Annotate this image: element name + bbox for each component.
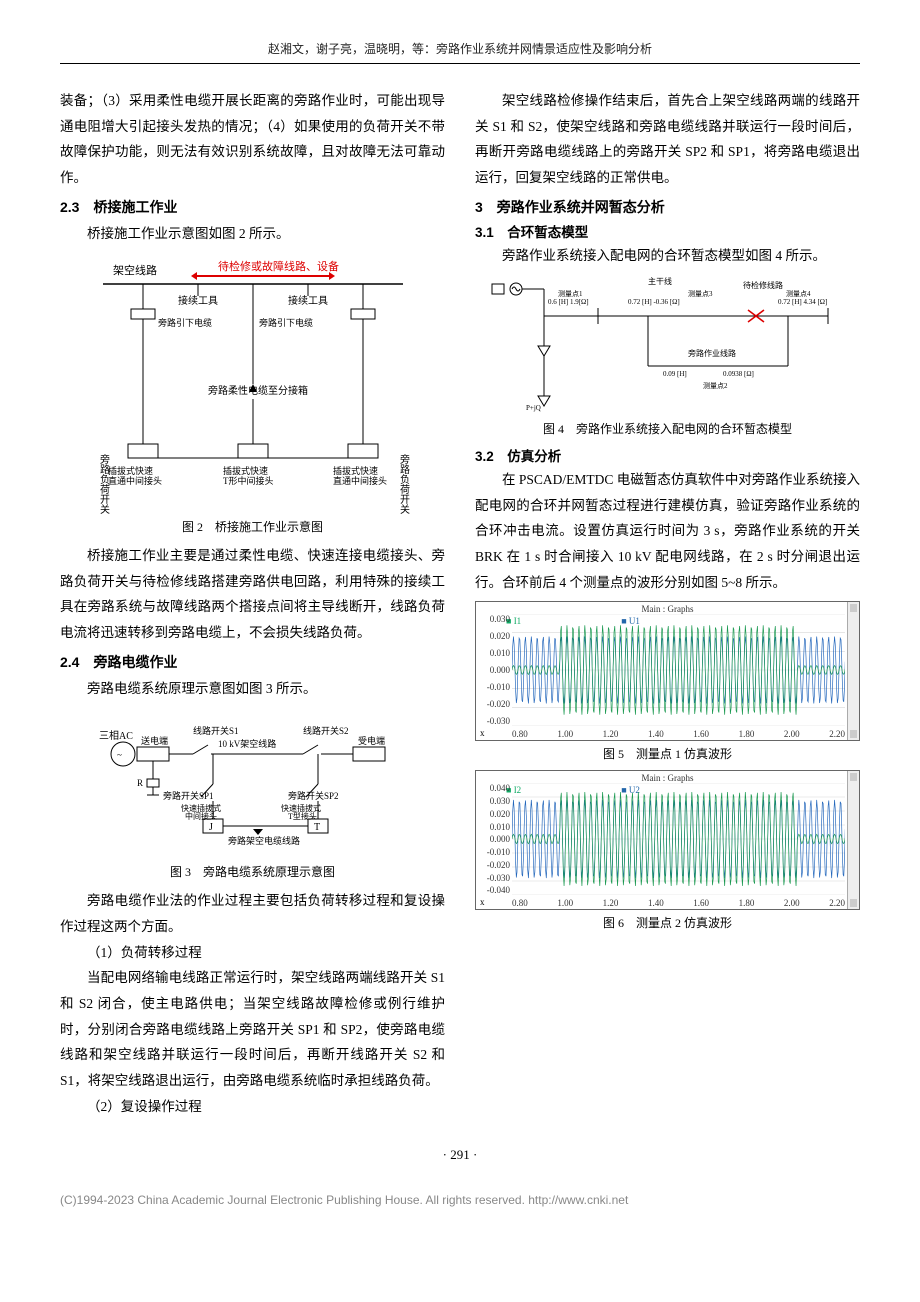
svg-text:0.72 [H] 4.34 [Ω]: 0.72 [H] 4.34 [Ω]	[778, 298, 827, 306]
figure-4: 主干线 测量点1 0.6 [H] 1.9[Ω] 0.72 [H] -0.36 […	[475, 276, 860, 416]
label: 架空线路	[113, 263, 157, 277]
svg-text:送电端: 送电端	[141, 735, 168, 746]
paragraph: 在 PSCAD/EMTDC 电磁暂态仿真软件中对旁路作业系统接入配电网的合环并网…	[475, 467, 860, 595]
label: 旁路引下电缆	[158, 317, 212, 328]
svg-text:测量点1: 测量点1	[558, 290, 583, 298]
chart-scrollbar[interactable]	[847, 602, 859, 740]
svg-text:受电端: 受电端	[358, 735, 385, 746]
paragraph: 桥接施工作业示意图如图 2 所示。	[60, 221, 445, 247]
right-column: 架空线路检修操作结束后，首先合上架空线路两端的线路开关 S1 和 S2，使架空线…	[475, 88, 860, 1119]
svg-text:待检修线路: 待检修线路	[743, 280, 783, 290]
svg-text:线路开关S2: 线路开关S2	[303, 725, 349, 736]
svg-text:中间接头: 中间接头	[185, 811, 217, 821]
section-2-3-heading: 2.3 桥接施工作业	[60, 197, 445, 217]
running-header: 赵湘文，谢子亮，温晓明，等：旁路作业系统并网情景适应性及影响分析	[60, 40, 860, 64]
svg-text:主干线: 主干线	[648, 276, 672, 286]
chart-title: Main : Graphs	[642, 773, 694, 783]
svg-text:测量点3: 测量点3	[688, 290, 713, 298]
figure-6-caption: 图 6 测量点 2 仿真波形	[475, 914, 860, 931]
chart-canvas	[512, 614, 845, 726]
figure-2-caption: 图 2 桥接施工作业示意图	[60, 518, 445, 535]
figure-2: 架空线路 待检修或故障线路、设备 旁路引下电缆 旁路引下电缆 接续工具 接续工具	[60, 254, 445, 514]
x-axis-ticks: 0.801.001.201.401.601.802.002.20	[512, 729, 845, 739]
svg-text:测量点2: 测量点2	[703, 382, 728, 390]
paragraph: 旁路电缆作业法的作业过程主要包括负荷转移过程和复设操作过程这两个方面。	[60, 888, 445, 939]
label: 直通中间接头	[333, 475, 387, 486]
paragraph: 装备；（3）采用柔性电缆开展长距离的旁路作业时，可能出现导通电阻增大引起接头发热…	[60, 88, 445, 191]
paragraph: （1）负荷转移过程	[60, 940, 445, 966]
section-3-2-heading: 3.2 仿真分析	[475, 445, 860, 465]
figure-5-chart: Main : Graphs ■ I1 ■ U1 0.0300.0200.0100…	[475, 601, 860, 741]
two-column-layout: 装备；（3）采用柔性电缆开展长距离的旁路作业时，可能出现导通电阻增大引起接头发热…	[60, 88, 860, 1119]
label: 待检修或故障线路、设备	[218, 259, 339, 273]
svg-text:旁路架空电缆线路: 旁路架空电缆线路	[228, 835, 300, 846]
figure-6-chart: Main : Graphs ■ I2 ■ U2 0.0400.0300.0200…	[475, 770, 860, 910]
footer: (C)1994-2023 China Academic Journal Elec…	[60, 1193, 860, 1207]
svg-text:旁路作业线路: 旁路作业线路	[688, 348, 736, 358]
svg-text:旁路开关SP2: 旁路开关SP2	[288, 790, 339, 801]
svg-text:0.72 [H] -0.36 [Ω]: 0.72 [H] -0.36 [Ω]	[628, 298, 680, 306]
svg-text:P+jQ: P+jQ	[526, 404, 541, 412]
x-label: x	[480, 897, 485, 907]
svg-text:旁路开关SP1: 旁路开关SP1	[163, 790, 214, 801]
paragraph: 当配电网络输电线路正常运行时，架空线路两端线路开关 S1 和 S2 闭合，使主电…	[60, 965, 445, 1093]
footer-text: (C)1994-2023 China Academic Journal Elec…	[60, 1193, 528, 1207]
footer-link[interactable]: http://www.cnki.net	[528, 1193, 628, 1207]
figure-3-caption: 图 3 旁路电缆系统原理示意图	[60, 863, 445, 880]
svg-text:10 kV架空线路: 10 kV架空线路	[218, 738, 276, 749]
y-axis-ticks: 0.0300.0200.0100.000-0.010-0.020-0.030	[478, 614, 510, 726]
paragraph: 旁路电缆系统原理示意图如图 3 所示。	[60, 676, 445, 702]
svg-text:T: T	[314, 822, 320, 833]
x-label: x	[480, 728, 485, 738]
page-number: · 291 ·	[60, 1147, 860, 1163]
x-axis-ticks: 0.801.001.201.401.601.802.002.20	[512, 898, 845, 908]
label: 旁路柔性电缆至分接箱	[208, 384, 308, 397]
figure-5-caption: 图 5 测量点 1 仿真波形	[475, 745, 860, 762]
section-2-4-heading: 2.4 旁路电缆作业	[60, 652, 445, 672]
chart-scrollbar[interactable]	[847, 771, 859, 909]
svg-text:0.0938 [Ω]: 0.0938 [Ω]	[723, 370, 754, 378]
label: 直通中间接头	[108, 475, 162, 486]
svg-text:T型接头: T型接头	[288, 811, 317, 821]
section-3-1-heading: 3.1 合环暂态模型	[475, 221, 860, 241]
paragraph: 旁路作业系统接入配电网的合环暂态模型如图 4 所示。	[475, 243, 860, 269]
svg-text:R: R	[137, 778, 143, 788]
svg-text:测量点4: 测量点4	[786, 290, 811, 298]
figure-4-caption: 图 4 旁路作业系统接入配电网的合环暂态模型	[475, 420, 860, 437]
y-axis-ticks: 0.0400.0300.0200.0100.000-0.010-0.020-0.…	[478, 783, 510, 895]
paragraph: 桥接施工作业主要是通过柔性电缆、快速连接电缆接头、旁路负荷开关与待检修线路搭建旁…	[60, 543, 445, 646]
svg-text:0.09 [H]: 0.09 [H]	[663, 370, 687, 378]
paragraph: （2）复设操作过程	[60, 1094, 445, 1120]
chart-title: Main : Graphs	[642, 604, 694, 614]
svg-text:J: J	[209, 822, 213, 833]
paragraph: 架空线路检修操作结束后，首先合上架空线路两端的线路开关 S1 和 S2，使架空线…	[475, 88, 860, 191]
section-3-heading: 3 旁路作业系统并网暂态分析	[475, 197, 860, 217]
left-column: 装备；（3）采用柔性电缆开展长距离的旁路作业时，可能出现导通电阻增大引起接头发热…	[60, 88, 445, 1119]
svg-text:线路开关S1: 线路开关S1	[193, 725, 239, 736]
figure-3: ~ 三相AC 送电端 线路开关S1 10 kV架空线路 线路开关S2 受电端	[60, 709, 445, 859]
label: 插拔式快速	[108, 465, 153, 476]
chart-canvas	[512, 783, 845, 895]
svg-text:三相AC: 三相AC	[99, 729, 133, 742]
label: T形中间接头	[223, 475, 274, 486]
svg-text:0.6 [H] 1.9[Ω]: 0.6 [H] 1.9[Ω]	[548, 298, 589, 306]
svg-text:~: ~	[117, 750, 122, 760]
label: 插拔式快速	[333, 465, 378, 476]
label: 旁路负荷开关	[397, 453, 409, 514]
label: 旁路引下电缆	[258, 317, 312, 328]
label: 插拔式快速	[223, 465, 268, 476]
